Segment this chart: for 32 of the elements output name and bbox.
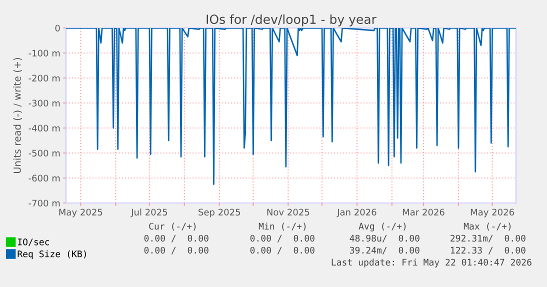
x-tick-label: May 2026 [470,208,514,218]
y-tick-label: -200 m [28,74,60,82]
x-tick-label: Jan 2026 [336,208,376,218]
text: Avg (-/+) [358,222,406,232]
y-tick-label: -600 m [28,174,60,182]
text: Min (-/+) [258,222,306,231]
y-tick-label: -400 m [28,124,60,132]
legend-label: Req Size (KB) [18,250,86,260]
x-tick-label: Jul 2025 [130,208,168,218]
legend-label: IO/sec [18,238,50,246]
text: 0.00 / 0.00 [250,234,314,242]
x-tick-label: Nov 2025 [267,208,310,216]
text: Last update: Fri May 22 01:40:47 2026 [332,258,532,268]
y-tick-label: -500 m [28,150,60,157]
y-tick-label: -300 m [28,100,60,107]
chart-title: IOs for /dev/loop1 - by year [206,14,376,26]
y-axis-title: Units read (-) / write (+) [13,58,22,174]
x-tick-label: Mar 2026 [402,208,444,216]
text: 0.00 / 0.00 [250,246,314,254]
text: Cur (-/+) [149,222,196,231]
x-tick-label: May 2025 [59,208,102,218]
y-tick-label: -100 m [28,50,60,57]
x-tick-label: Sep 2025 [198,208,240,218]
text: 0.00 / 0.00 [144,246,208,254]
text: 39.24m/ 0.00 [350,246,420,254]
text: 122.33 / 0.00 [450,246,526,254]
text: Max (-/+) [464,222,511,231]
text: 0.00 / 0.00 [144,234,208,242]
text: 48.98u/ 0.00 [350,234,420,242]
text: 292.31m/ 0.00 [450,234,526,242]
y-tick-label: -700 m [28,200,60,207]
y-tick-label: 0 [55,24,60,32]
